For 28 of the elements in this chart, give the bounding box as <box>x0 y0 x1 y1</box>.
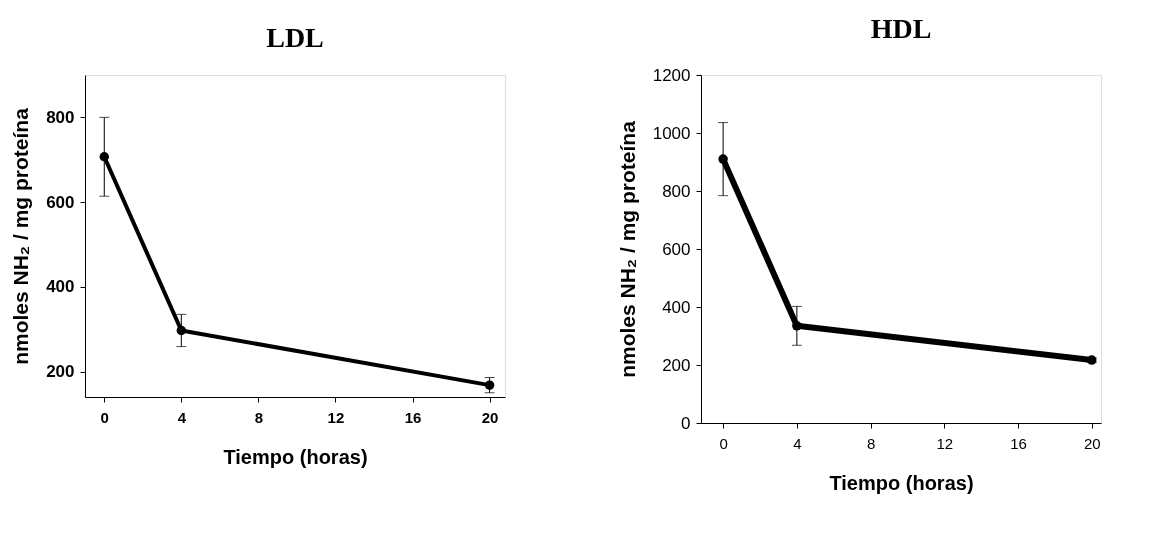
chart-title: HDL <box>870 13 932 44</box>
y-axis-title: nmoles NH₂ / mg proteína <box>615 120 639 378</box>
x-tick-label: 16 <box>404 408 422 426</box>
x-axis-title: Tiempo (horas) <box>223 445 368 468</box>
y-tick-label: 400 <box>46 277 75 297</box>
y-tick-label: 200 <box>662 355 691 375</box>
chart-title: LDL <box>266 22 324 53</box>
x-tick-label: 8 <box>866 434 876 452</box>
x-tick-label: 4 <box>793 434 802 452</box>
y-tick-label: 600 <box>662 239 691 259</box>
y-tick-label: 800 <box>662 181 691 201</box>
y-tick-label: 400 <box>662 297 691 317</box>
x-tick-label: 12 <box>936 434 954 452</box>
x-tick-label: 12 <box>327 408 345 426</box>
x-tick-label: 8 <box>254 408 264 426</box>
x-tick-label: 4 <box>177 408 187 426</box>
y-tick-label: 800 <box>46 107 75 127</box>
x-tick-label: 16 <box>1010 434 1027 452</box>
x-axis-title: Tiempo (horas) <box>829 471 974 494</box>
y-tick-label: 1200 <box>652 65 691 85</box>
x-tick-label: 0 <box>719 434 728 452</box>
x-tick-label: 0 <box>100 408 109 426</box>
x-tick-label: 20 <box>1083 434 1101 452</box>
x-tick-label: 20 <box>481 408 499 426</box>
y-tick-label: 200 <box>46 362 75 382</box>
y-tick-label: 1000 <box>652 123 691 143</box>
y-tick-label: 600 <box>46 192 75 212</box>
y-axis-title: nmoles NH₂ / mg proteína <box>9 107 33 365</box>
